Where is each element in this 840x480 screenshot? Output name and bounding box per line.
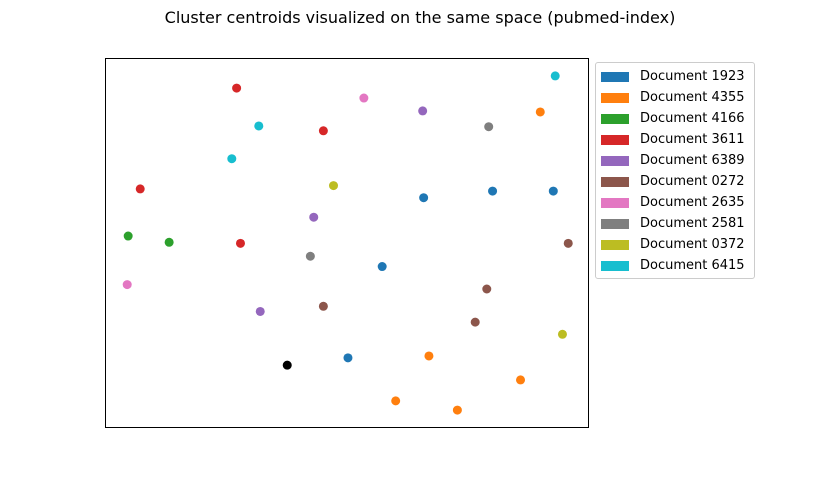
plot-area: [105, 58, 589, 428]
legend-swatch: [601, 155, 629, 166]
point-series-9-1: [254, 121, 264, 131]
legend: Document 1923 Document 4355 Document 4166 D…: [595, 62, 755, 279]
legend-swatch: [601, 239, 629, 250]
point-series-1-4: [452, 405, 462, 415]
point-series-6-0: [359, 93, 369, 103]
legend-entry-7: Document 2581: [596, 213, 754, 234]
legend-label: Document 3611: [640, 132, 745, 147]
point-series-3-0: [232, 83, 242, 93]
point-series-4-0: [418, 106, 428, 116]
legend-label: Document 0372: [640, 237, 745, 252]
legend-label: Document 6415: [640, 258, 745, 273]
legend-label: Document 2581: [640, 216, 745, 231]
point-series-4-1: [309, 212, 319, 222]
point-series-0-4: [343, 353, 353, 363]
point-series-1-1: [424, 351, 434, 361]
legend-swatch: [601, 92, 629, 103]
point-series-5-0: [563, 238, 573, 248]
chart-title: Cluster centroids visualized on the same…: [164, 8, 676, 27]
point-series-0-3: [377, 262, 387, 272]
legend-label: Document 4355: [640, 90, 745, 105]
point-series-7-0: [484, 122, 494, 132]
point-series-0-2: [548, 186, 558, 196]
legend-swatch: [601, 218, 629, 229]
point-series-5-1: [482, 284, 492, 294]
legend-label: Document 1923: [640, 69, 745, 84]
legend-entry-5: Document 0272: [596, 171, 754, 192]
legend-entry-6: Document 2635: [596, 192, 754, 213]
point-series-5-3: [470, 317, 480, 327]
legend-label: Document 2635: [640, 195, 745, 210]
point-series-1-0: [535, 107, 545, 117]
point-series-3-1: [318, 126, 328, 136]
point-series-6-1: [122, 280, 132, 290]
legend-label: Document 4166: [640, 111, 745, 126]
point-series-3-3: [235, 238, 245, 248]
legend-swatch: [601, 260, 629, 271]
point-series-0-0: [419, 193, 429, 203]
point-series-2-1: [164, 237, 174, 247]
point-series-1-2: [516, 375, 526, 385]
point-series-8-1: [557, 329, 567, 339]
point-series-0-1: [488, 186, 498, 196]
point-series-2-0: [123, 231, 133, 241]
data-points: [122, 71, 573, 415]
point-series-4-2: [255, 306, 265, 316]
point-series-8-0: [329, 181, 339, 191]
legend-swatch: [601, 113, 629, 124]
point-series-7-1: [305, 251, 315, 261]
legend-entry-8: Document 0372: [596, 234, 754, 255]
legend-entry-1: Document 4355: [596, 87, 754, 108]
legend-swatch: [601, 134, 629, 145]
legend-swatch: [601, 176, 629, 187]
point-extra-0: [282, 360, 292, 370]
legend-swatch: [601, 197, 629, 208]
legend-label: Document 6389: [640, 153, 745, 168]
point-series-9-2: [227, 154, 237, 164]
point-series-9-0: [550, 71, 560, 81]
legend-label: Document 0272: [640, 174, 745, 189]
legend-entry-2: Document 4166: [596, 108, 754, 129]
legend-entry-3: Document 3611: [596, 129, 754, 150]
point-series-5-2: [318, 301, 328, 311]
point-series-1-3: [391, 396, 401, 406]
legend-entry-9: Document 6415: [596, 255, 754, 276]
legend-swatch: [601, 71, 629, 82]
legend-entry-0: Document 1923: [596, 66, 754, 87]
legend-entry-4: Document 6389: [596, 150, 754, 171]
point-series-3-2: [135, 184, 145, 194]
